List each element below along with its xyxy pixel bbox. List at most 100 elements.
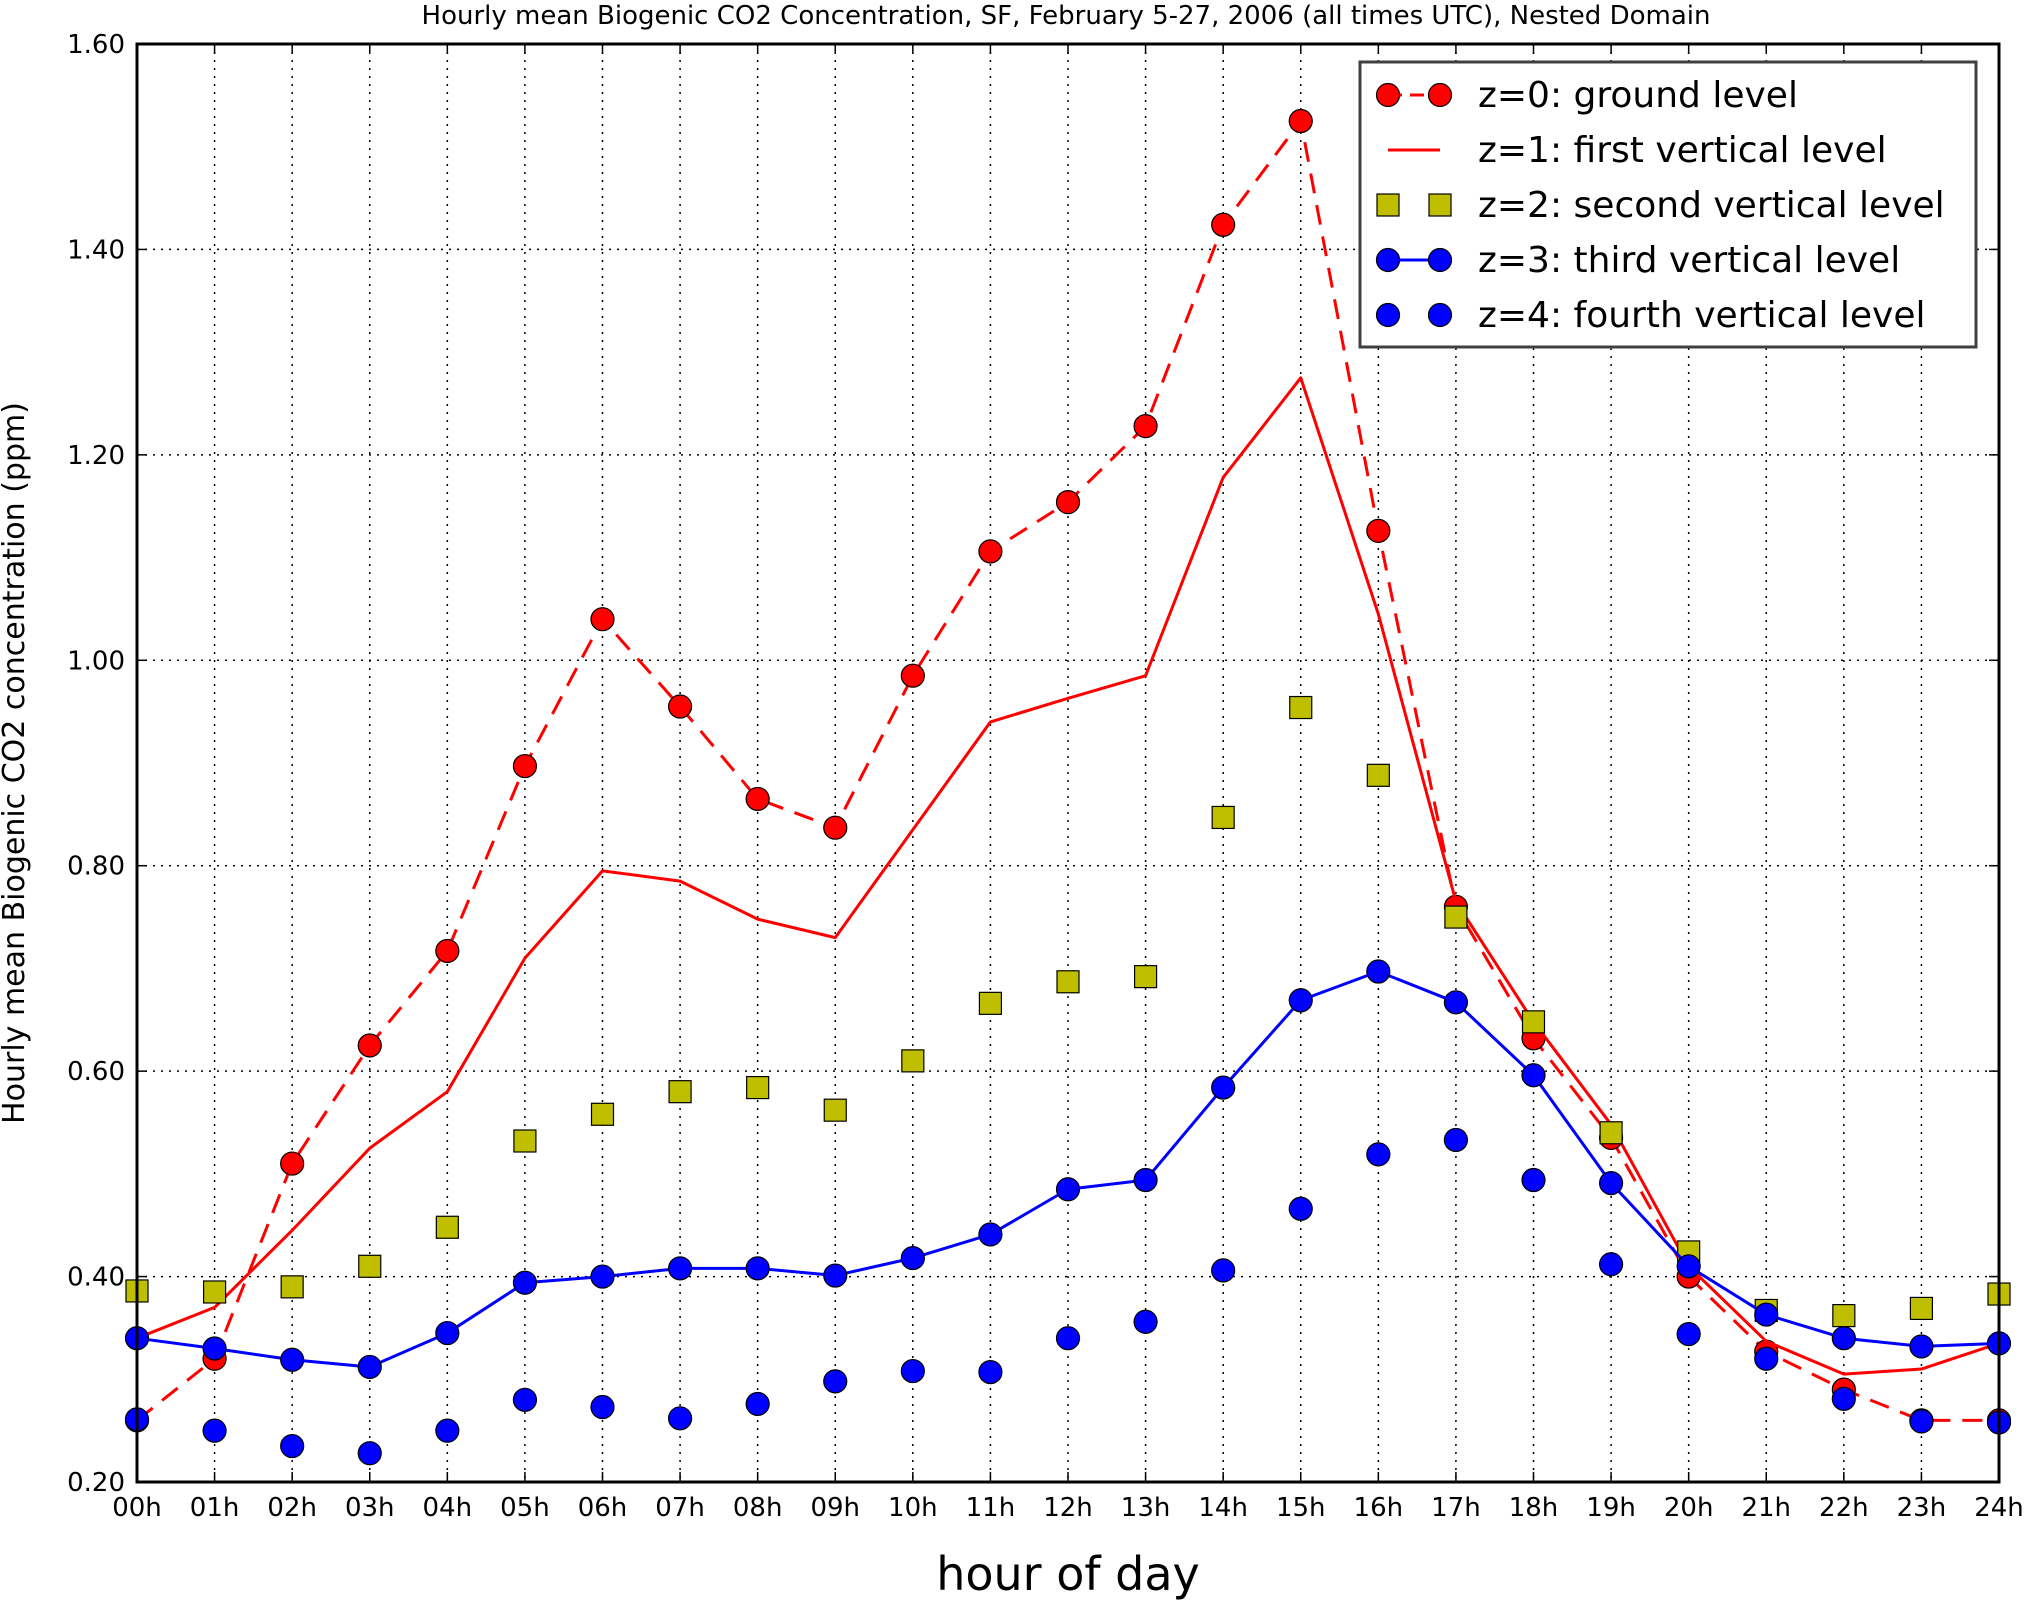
data-point-z3 — [1133, 1167, 1158, 1193]
data-point-z0 — [1055, 490, 1081, 515]
data-point-z4 — [745, 1391, 770, 1417]
y-tick-label: 0.80 — [67, 852, 125, 882]
x-tick-label: 07h — [655, 1493, 705, 1523]
data-point-z2 — [978, 991, 1003, 1015]
x-tick-label: 15h — [1276, 1493, 1326, 1523]
data-point-z4 — [1288, 1196, 1313, 1221]
data-point-z2 — [435, 1215, 459, 1239]
data-point-z4 — [512, 1387, 538, 1412]
data-point-z3 — [357, 1354, 382, 1380]
data-point-z0 — [1211, 212, 1236, 237]
legend-marker — [1427, 247, 1453, 273]
legend-marker — [1428, 193, 1452, 217]
data-point-z4 — [1831, 1386, 1856, 1411]
data-point-z3 — [280, 1347, 305, 1372]
data-point-z4 — [1754, 1346, 1779, 1371]
series-layer — [124, 108, 2012, 1466]
data-point-z2 — [1599, 1121, 1623, 1145]
y-tick-label: 0.20 — [67, 1468, 125, 1498]
data-point-z3 — [1366, 959, 1391, 984]
x-tick-label: 05h — [500, 1493, 550, 1523]
y-axis-label: Hourly mean Biogenic CO2 concentration (… — [0, 402, 32, 1124]
data-point-z3 — [823, 1263, 848, 1288]
x-tick-label: 08h — [733, 1493, 783, 1523]
plot-frame — [135, 42, 2001, 1484]
y-tick-label: 1.40 — [67, 235, 125, 265]
legend-label: z=2: second vertical level — [1478, 185, 1945, 226]
legend-marker — [1375, 82, 1401, 108]
data-point-z4 — [280, 1433, 305, 1459]
x-tick-label: 23h — [1897, 1493, 1947, 1523]
data-point-z3 — [745, 1256, 770, 1281]
legend-marker — [1427, 302, 1453, 328]
legend-item-z0: z=0: ground level — [1375, 75, 1798, 116]
data-point-z4 — [1676, 1321, 1701, 1347]
x-tick-label: 18h — [1509, 1493, 1559, 1523]
data-point-z2 — [746, 1075, 770, 1100]
x-tick-label: 11h — [966, 1493, 1016, 1523]
data-point-z3 — [1831, 1326, 1856, 1351]
data-point-z4 — [1521, 1167, 1546, 1193]
data-point-z4 — [357, 1441, 382, 1466]
series-z3 — [124, 959, 2012, 1380]
legend-marker — [1427, 82, 1453, 108]
x-tick-label: 21h — [1741, 1493, 1791, 1523]
data-point-z3 — [512, 1270, 538, 1295]
x-tick-label: 13h — [1121, 1493, 1171, 1523]
data-point-z2 — [901, 1049, 925, 1073]
chart-title: Hourly mean Biogenic CO2 Concentration, … — [422, 1, 1711, 31]
data-point-z3 — [590, 1264, 615, 1289]
x-tick-label: 16h — [1354, 1493, 1404, 1523]
data-point-z2 — [1133, 965, 1158, 989]
data-point-z3 — [1288, 988, 1313, 1013]
data-point-z4 — [435, 1418, 460, 1443]
legend-marker — [1375, 302, 1401, 328]
data-point-z0 — [1366, 518, 1391, 543]
data-point-z4 — [823, 1369, 848, 1394]
x-tick-label: 12h — [1043, 1493, 1093, 1523]
data-point-z2 — [513, 1129, 537, 1153]
data-point-z3 — [978, 1222, 1003, 1247]
data-point-z2 — [590, 1102, 615, 1126]
data-point-z3 — [1443, 990, 1469, 1015]
data-point-z4 — [1211, 1258, 1236, 1283]
data-point-z0 — [745, 786, 770, 812]
x-tick-label: 24h — [1974, 1493, 2024, 1523]
legend-label: z=3: third vertical level — [1478, 240, 1900, 281]
x-tick-label: 01h — [190, 1493, 240, 1523]
data-point-z3 — [900, 1245, 925, 1271]
x-tick-label: 04h — [423, 1493, 473, 1523]
data-point-z3 — [1754, 1302, 1779, 1327]
data-point-z0 — [823, 815, 848, 840]
y-tick-label: 1.20 — [67, 441, 125, 471]
data-point-z2 — [1056, 970, 1080, 994]
legend-item-z4: z=4: fourth vertical level — [1375, 295, 1926, 336]
data-point-z4 — [978, 1359, 1003, 1385]
series-z4 — [124, 1127, 2012, 1466]
data-point-z2 — [358, 1254, 382, 1278]
x-tick-label: 10h — [888, 1493, 938, 1523]
legend: z=0: ground level z=1: first vertical lev… — [1358, 60, 1978, 349]
data-point-z0 — [435, 938, 460, 964]
data-point-z3 — [667, 1256, 693, 1281]
data-point-z0 — [1133, 413, 1158, 439]
legend-item-z2: z=2: second vertical level — [1376, 185, 1945, 226]
legend-label: z=1: first vertical level — [1478, 130, 1887, 171]
data-point-z2 — [1832, 1304, 1856, 1328]
x-tick-label: 17h — [1431, 1493, 1481, 1523]
data-point-z0 — [1288, 108, 1313, 134]
data-point-z2 — [1444, 905, 1468, 929]
data-point-z4 — [1909, 1409, 1934, 1434]
data-point-z3 — [1909, 1334, 1934, 1359]
legend-marker — [1375, 247, 1401, 273]
y-tick-label: 0.40 — [67, 1263, 125, 1293]
x-axis-label: hour of day — [936, 1547, 1200, 1601]
data-point-z4 — [1055, 1326, 1081, 1351]
series-z2 — [125, 695, 2011, 1328]
data-point-z4 — [1366, 1142, 1391, 1167]
data-point-z2 — [1211, 805, 1235, 830]
data-point-z2 — [202, 1280, 227, 1304]
data-point-z4 — [1443, 1127, 1469, 1153]
data-point-z0 — [978, 539, 1003, 564]
data-point-z3 — [1211, 1075, 1236, 1100]
